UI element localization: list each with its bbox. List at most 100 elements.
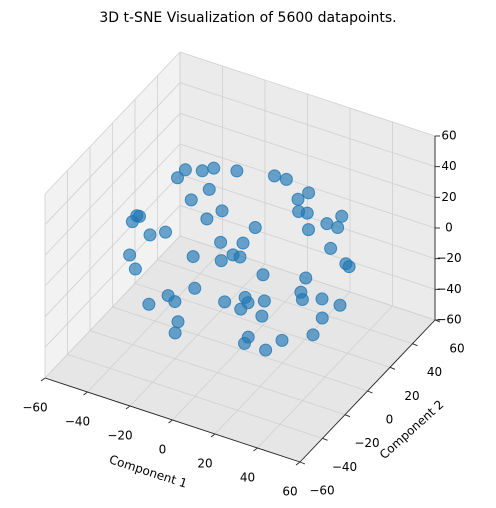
point xyxy=(123,248,137,262)
x-tick-label: −40 xyxy=(65,415,90,429)
x-tick-label: 20 xyxy=(197,457,212,471)
point xyxy=(142,297,156,311)
point xyxy=(161,289,175,303)
point xyxy=(171,171,184,185)
x-axis-line xyxy=(44,377,301,463)
tick-mark xyxy=(299,461,306,465)
point xyxy=(159,225,172,239)
grid-line xyxy=(67,353,323,439)
point xyxy=(202,182,216,196)
tick-mark xyxy=(295,461,301,466)
point xyxy=(168,326,182,340)
point xyxy=(125,215,139,229)
point xyxy=(178,163,192,177)
point xyxy=(257,294,271,308)
grid-line xyxy=(44,51,181,195)
x-axis-label: Component 1 xyxy=(107,452,188,490)
tick-mark xyxy=(125,405,131,410)
z-tick-label: 40 xyxy=(441,159,456,173)
grid-line xyxy=(157,259,413,345)
tick-mark xyxy=(389,366,396,370)
point xyxy=(215,204,229,218)
y-tick-label: 20 xyxy=(404,389,419,403)
grid-line xyxy=(44,113,181,256)
tick-mark xyxy=(168,419,173,424)
y-tick-label: −60 xyxy=(309,484,334,498)
point xyxy=(315,311,329,325)
z-tick-label: 60 xyxy=(441,129,456,143)
grid-line xyxy=(44,205,181,348)
point xyxy=(302,223,315,237)
point xyxy=(279,172,293,186)
y-tick-label: 0 xyxy=(386,413,394,427)
point xyxy=(184,193,198,207)
point xyxy=(238,290,252,304)
z-tick-label: 0 xyxy=(445,221,453,235)
point xyxy=(259,343,273,357)
point xyxy=(268,169,281,183)
point xyxy=(128,262,142,276)
point xyxy=(200,212,214,226)
point xyxy=(324,241,338,255)
point xyxy=(234,302,248,316)
point xyxy=(214,235,228,249)
grid-line xyxy=(44,143,181,287)
point xyxy=(342,260,356,274)
tick-mark xyxy=(344,414,351,418)
grid-line xyxy=(179,112,436,198)
point xyxy=(195,164,209,178)
point xyxy=(306,328,320,342)
point xyxy=(331,221,345,235)
point xyxy=(230,164,244,178)
point xyxy=(320,217,334,231)
x-tick-label: 60 xyxy=(282,485,297,499)
z-tick-label: −20 xyxy=(436,251,461,265)
point xyxy=(333,298,347,312)
grid-line xyxy=(179,82,436,168)
y-axis-label: Component 2 xyxy=(377,397,447,462)
point xyxy=(214,254,228,268)
y-axis-line xyxy=(299,319,436,463)
point xyxy=(255,309,269,323)
x-tick-label: −60 xyxy=(22,401,47,415)
grid-line xyxy=(179,51,436,137)
grid-line xyxy=(89,330,346,416)
point xyxy=(295,292,309,306)
tick-mark xyxy=(412,343,418,347)
tick-mark xyxy=(83,391,88,396)
point xyxy=(315,292,329,306)
point xyxy=(241,330,255,344)
grid-line xyxy=(179,143,436,229)
tick-mark xyxy=(40,377,46,382)
tick-mark xyxy=(367,390,373,394)
point xyxy=(143,228,157,242)
z-tick-label: 20 xyxy=(441,190,456,204)
tick-mark xyxy=(322,437,328,441)
point xyxy=(299,271,313,285)
chart-title: 3D t-SNE Visualization of 5600 datapoint… xyxy=(99,10,396,26)
z-tick-label: −40 xyxy=(436,282,461,296)
x-tick-label: 40 xyxy=(240,471,255,485)
point xyxy=(236,236,250,250)
grid-line xyxy=(112,306,368,392)
point xyxy=(186,250,200,264)
point xyxy=(226,248,240,262)
y-tick-label: −20 xyxy=(354,436,379,450)
grid-line xyxy=(44,82,181,225)
tick-mark xyxy=(210,433,216,438)
x-tick-label: −20 xyxy=(107,429,132,443)
point xyxy=(275,333,289,347)
point xyxy=(188,281,202,295)
x-tick-label: 0 xyxy=(159,443,167,457)
grid-line xyxy=(179,204,436,290)
grid-line xyxy=(44,174,181,317)
point xyxy=(335,209,349,223)
y-tick-label: −40 xyxy=(332,460,357,474)
point xyxy=(171,315,185,329)
y-tick-label: 60 xyxy=(449,342,464,356)
z-tick-label: −60 xyxy=(436,313,461,327)
point xyxy=(248,220,262,234)
point xyxy=(300,206,314,220)
point xyxy=(302,186,316,200)
